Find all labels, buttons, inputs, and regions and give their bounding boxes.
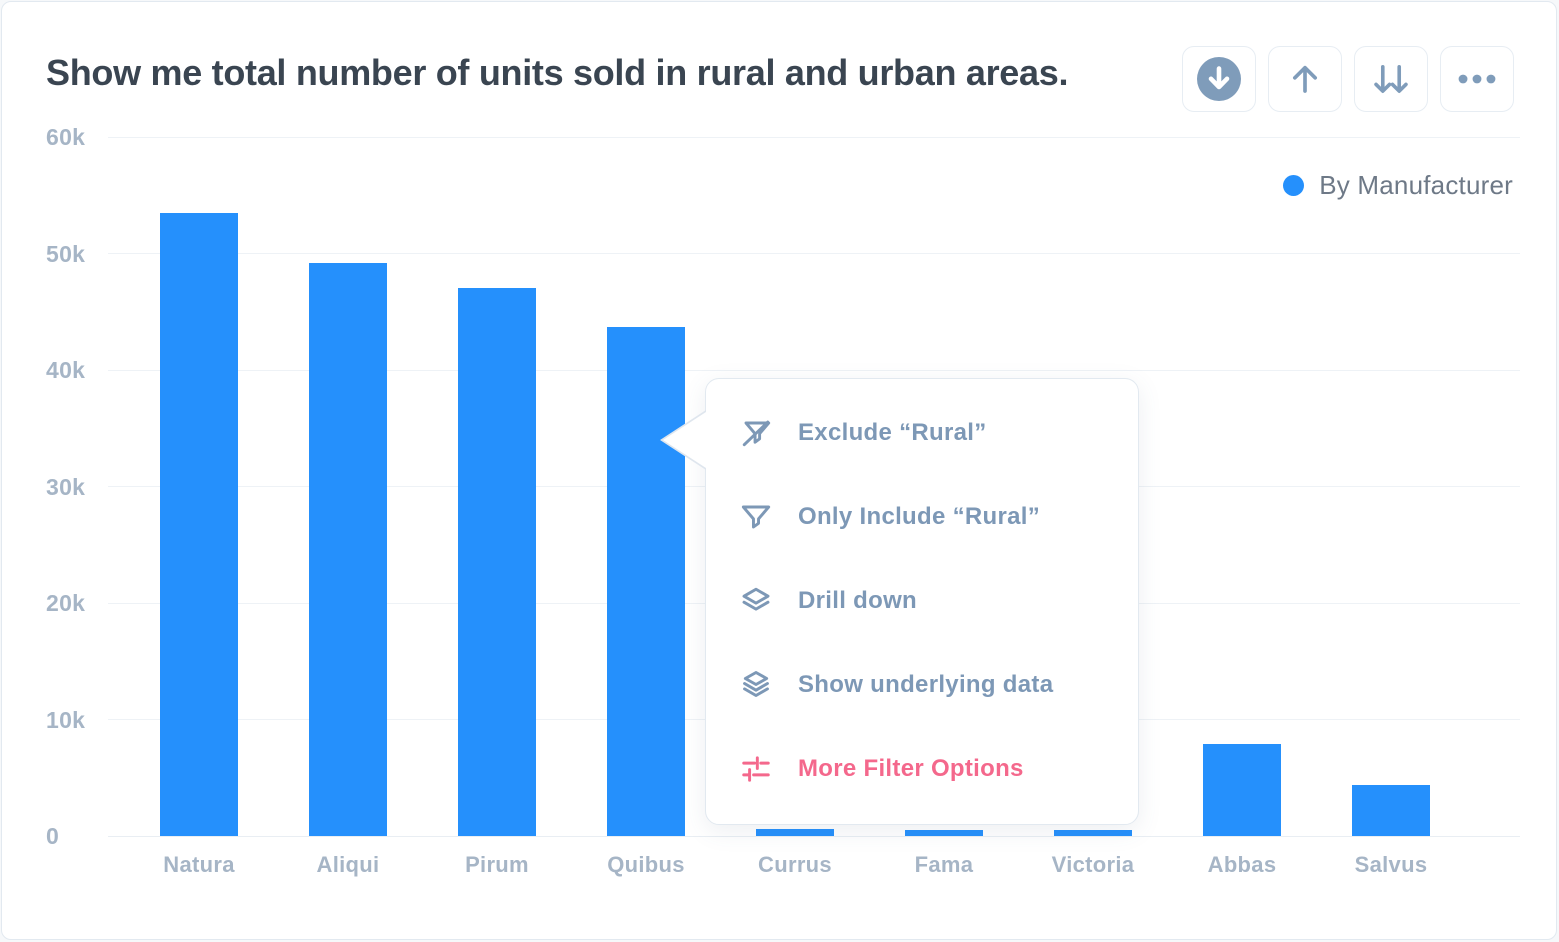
x-axis-label-currus: Currus [758,852,832,877]
question-title: Show me total number of units sold in ru… [46,52,1069,93]
menu-item-only-include-rural[interactable]: Only Include “Rural” [706,475,1138,559]
bar-salvus[interactable] [1352,784,1430,836]
gridline-0 [108,835,1520,837]
menu-item-label: Drill down [798,587,917,614]
x-axis-label-salvus: Salvus [1354,852,1428,877]
gridline-40k [108,369,1520,371]
legend-item-by-manufacturer[interactable]: By Manufacturer [1283,170,1513,201]
bar-abbas[interactable] [1203,743,1281,836]
bar-aliqui[interactable] [309,262,387,836]
sliders-icon [740,753,772,785]
layers-3-icon [740,669,772,701]
x-axis-label-pirum: Pirum [465,852,529,877]
y-axis-tick-40k: 40k [46,357,86,383]
bar-quibus[interactable] [607,326,685,836]
circle-arrow-down-icon [1195,55,1243,103]
arrow-up-icon [1285,59,1325,99]
y-axis-tick-60k: 60k [46,124,86,150]
x-axis-label-abbas: Abbas [1207,852,1277,877]
x-axis-label-quibus: Quibus [607,852,685,877]
x-axis-label-victoria: Victoria [1051,852,1135,877]
y-axis-tick-0: 0 [46,823,60,849]
x-axis-label-fama: Fama [914,852,974,877]
y-axis-tick-30k: 30k [46,473,86,500]
toolbar-sort-ascending-button[interactable] [1268,46,1342,112]
layers-2-icon [740,585,772,617]
double-arrow-down-icon [1368,59,1414,99]
toolbar-download-button[interactable] [1182,46,1256,112]
gridline-50k [108,253,1520,254]
toolbar-sort-descending-button[interactable] [1354,46,1428,112]
menu-item-more-filter-options[interactable]: More Filter Options [706,727,1138,811]
filter-slash-icon [740,417,772,449]
menu-item-exclude-rural[interactable]: Exclude “Rural” [706,391,1138,475]
ellipsis-icon [1454,59,1500,99]
gridline-60k [108,136,1520,138]
toolbar-more-options-button[interactable] [1440,46,1514,112]
menu-item-label: Exclude “Rural” [798,419,987,446]
bar-victoria[interactable] [1054,830,1132,836]
menu-item-label: Only Include “Rural” [798,503,1041,530]
visual-toolbar [1182,46,1514,112]
y-axis-tick-20k: 20k [46,590,86,616]
x-axis-label-aliqui: Aliqui [316,852,380,877]
y-axis-tick-50k: 50k [46,240,86,267]
legend-dot-icon [1283,175,1305,196]
bar-fama[interactable] [905,830,983,836]
bar-currus[interactable] [756,829,834,836]
filter-icon [740,501,772,533]
context-menu-beak [660,410,706,470]
y-axis-tick-10k: 10k [46,706,86,733]
context-menu: Exclude “Rural” Only Include “Rural” Drill… [660,378,1139,825]
menu-item-drill-down[interactable]: Drill down [706,559,1138,643]
bar-pirum[interactable] [458,288,536,836]
menu-item-label: Show underlying data [798,671,1054,698]
bar-natura[interactable] [160,212,238,836]
x-axis-label-natura: Natura [163,852,235,877]
legend-label: By Manufacturer [1319,170,1513,200]
menu-item-show-underlying-data[interactable]: Show underlying data [706,643,1138,727]
menu-item-label: More Filter Options [798,755,1024,782]
